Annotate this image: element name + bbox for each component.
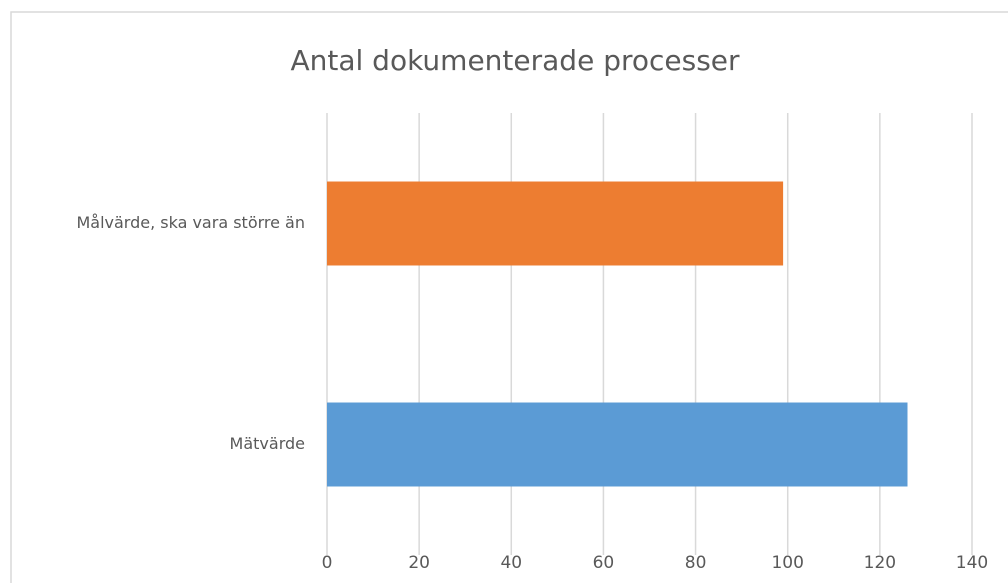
x-tick-label: 140 <box>956 553 988 573</box>
x-tick-label: 0 <box>322 553 333 573</box>
y-tick-label: Mätvärde <box>230 434 305 453</box>
x-tick-label: 120 <box>864 553 896 573</box>
bar <box>327 181 784 266</box>
x-tick-label: 20 <box>408 553 430 573</box>
x-tick-label: 80 <box>685 553 707 573</box>
chart-title: Antal dokumenterade processer <box>290 44 740 77</box>
chart-frame <box>10 11 1008 583</box>
x-tick-label: 100 <box>771 553 803 573</box>
y-tick-label: Målvärde, ska vara större än <box>76 213 305 232</box>
bar <box>327 402 908 487</box>
x-tick-label: 40 <box>500 553 522 573</box>
x-tick-label: 60 <box>593 553 615 573</box>
